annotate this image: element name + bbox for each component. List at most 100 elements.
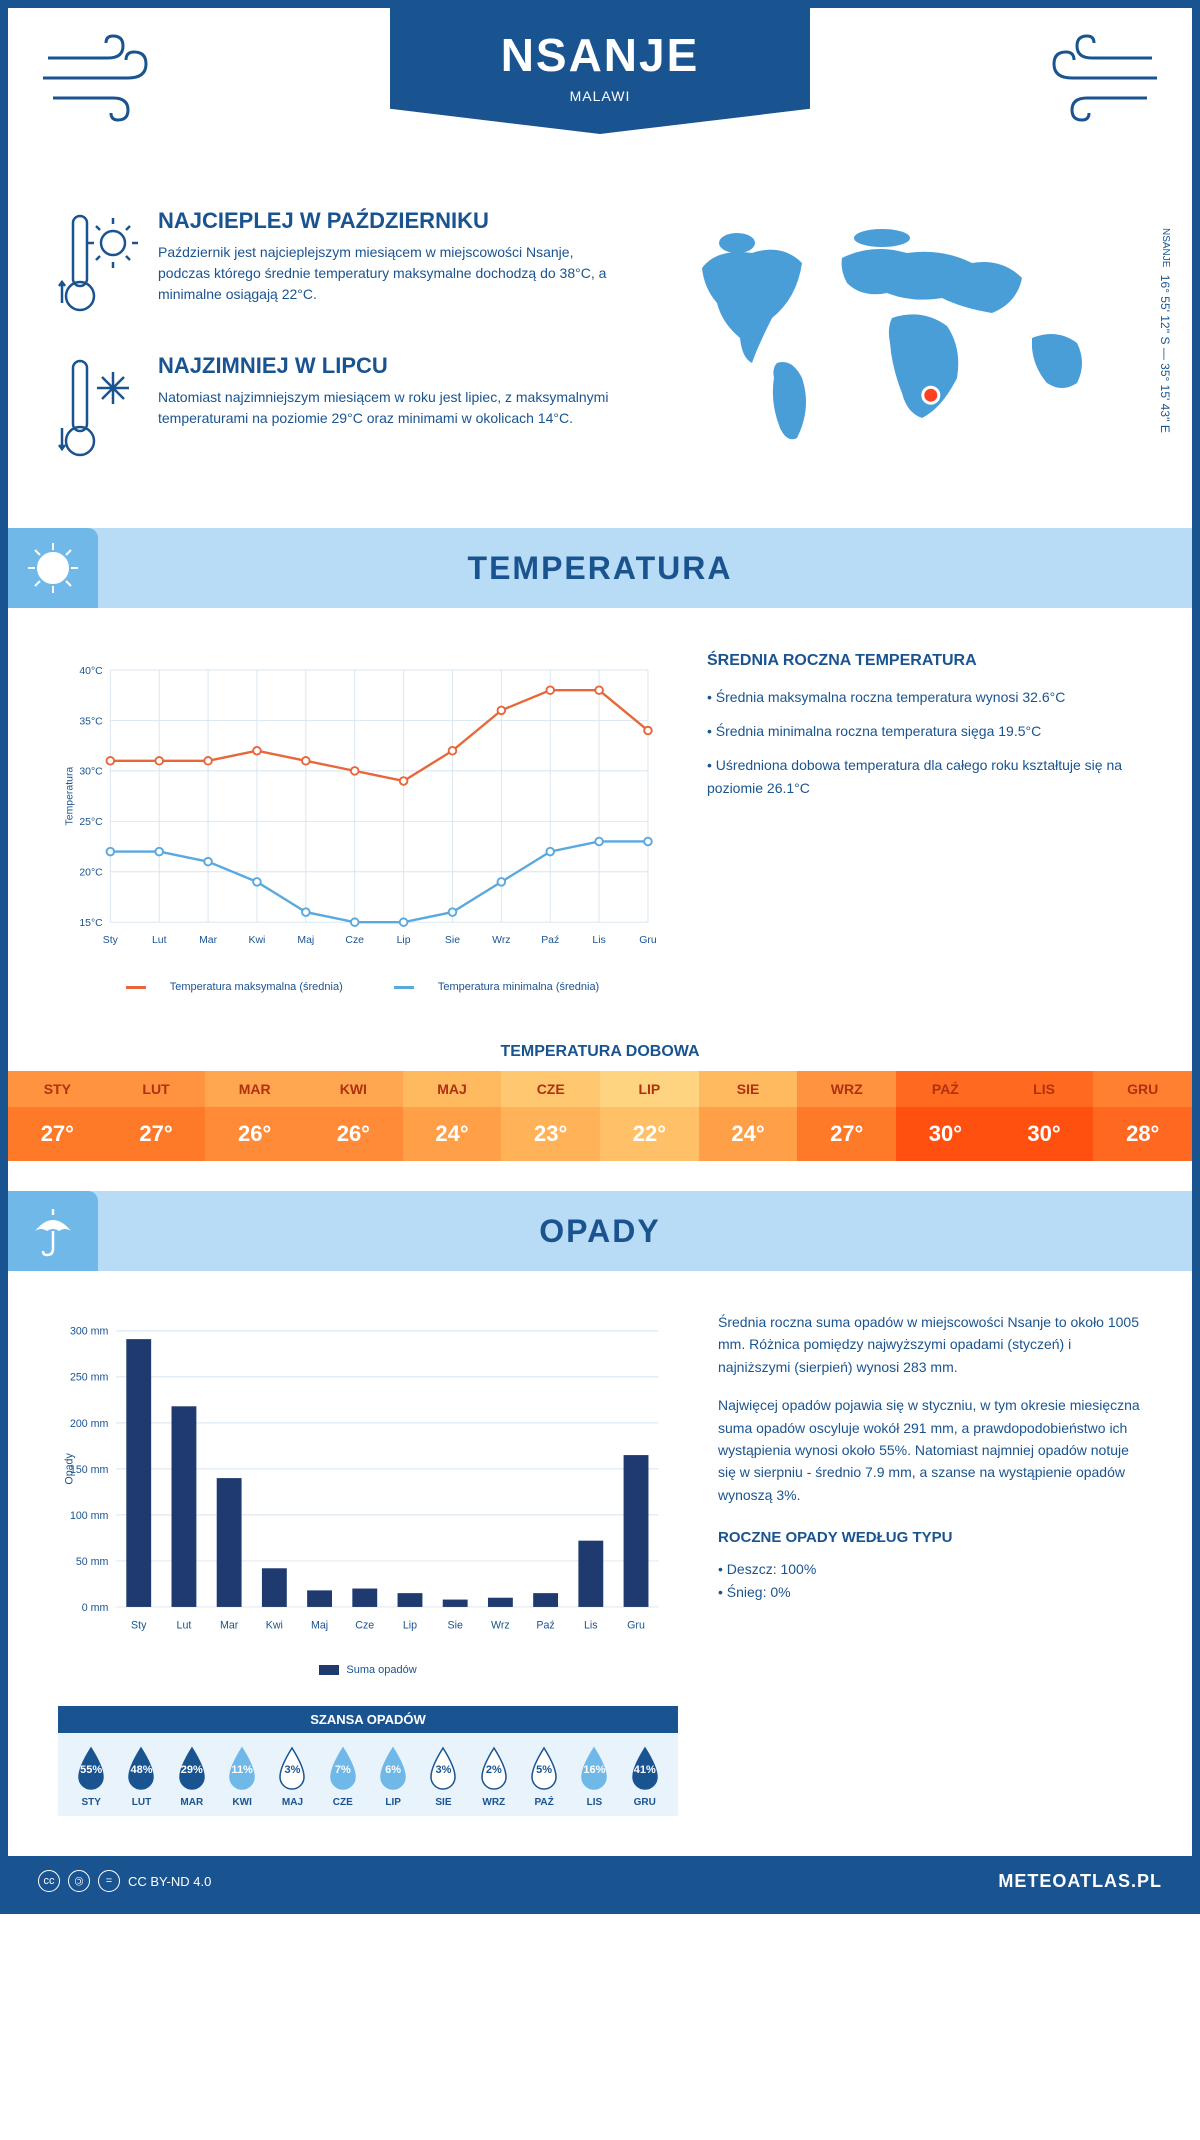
svg-text:Mar: Mar (220, 1619, 239, 1631)
nd-icon: = (98, 1870, 120, 1892)
temperature-title: TEMPERATURA (468, 550, 733, 587)
world-map-container: NSANJE 16° 55' 12'' S — 35° 15' 43'' E (662, 208, 1142, 498)
svg-text:Cze: Cze (345, 935, 364, 946)
svg-text:Kwi: Kwi (249, 935, 266, 946)
svg-text:Maj: Maj (311, 1619, 328, 1631)
rain-chance-cell: 2% WRZ (469, 1745, 519, 1808)
precipitation-legend: Suma opadów (58, 1664, 678, 1676)
rain-chance-cell: 5% PAŹ (519, 1745, 569, 1808)
daily-temp-table: STY 27° LUT 27° MAR 26° KWI 26° MAJ 24° … (8, 1071, 1192, 1161)
svg-text:200 mm: 200 mm (70, 1418, 109, 1430)
precip-summary-2: Najwięcej opadów pojawia się w styczniu,… (718, 1394, 1142, 1506)
thermometer-cold-icon (58, 353, 138, 468)
svg-text:Gru: Gru (639, 935, 657, 946)
svg-text:Sie: Sie (445, 935, 460, 946)
rain-chance-cell: 48% LUT (116, 1745, 166, 1808)
daily-temp-cell: CZE 23° (501, 1071, 600, 1161)
svg-text:Paź: Paź (541, 935, 559, 946)
rain-chance-cell: 41% GRU (620, 1745, 670, 1808)
daily-temp-cell: SIE 24° (699, 1071, 798, 1161)
daily-temp-cell: PAŹ 30° (896, 1071, 995, 1161)
temp-stats-heading: ŚREDNIA ROCZNA TEMPERATURA (707, 648, 1142, 674)
svg-text:Sie: Sie (447, 1619, 462, 1631)
intro-section: NAJCIEPLEJ W PAŹDZIERNIKU Październik je… (8, 188, 1192, 508)
coldest-text: Natomiast najzimniejszym miesiącem w rok… (158, 387, 622, 429)
svg-text:40°C: 40°C (79, 666, 103, 677)
temp-stat-max: • Średnia maksymalna roczna temperatura … (707, 686, 1142, 708)
hottest-fact: NAJCIEPLEJ W PAŹDZIERNIKU Październik je… (58, 208, 622, 323)
daily-temp-cell: LIP 22° (600, 1071, 699, 1161)
coordinates: NSANJE 16° 55' 12'' S — 35° 15' 43'' E (1158, 228, 1172, 433)
license: cc 🄯 = CC BY-ND 4.0 (38, 1870, 211, 1892)
svg-text:50 mm: 50 mm (76, 1556, 109, 1568)
precipitation-header: OPADY (8, 1191, 1192, 1271)
city-name: NSANJE (390, 28, 810, 82)
precipitation-title: OPADY (539, 1213, 660, 1250)
hottest-title: NAJCIEPLEJ W PAŹDZIERNIKU (158, 208, 622, 234)
svg-text:Paź: Paź (536, 1619, 554, 1631)
rain-chance-cell: 7% CZE (318, 1745, 368, 1808)
daily-temp-cell: LIS 30° (995, 1071, 1094, 1161)
svg-text:Lut: Lut (152, 935, 167, 946)
precipitation-body: 0 mm50 mm100 mm150 mm200 mm250 mm300 mmO… (8, 1291, 1192, 1826)
daily-temp-cell: MAJ 24° (403, 1071, 502, 1161)
footer: cc 🄯 = CC BY-ND 4.0 METEOATLAS.PL (8, 1856, 1192, 1906)
temperature-chart: 15°C20°C25°C30°C35°C40°CStyLutMarKwiMajC… (58, 648, 667, 993)
svg-text:0 mm: 0 mm (82, 1602, 109, 1614)
rain-chance-cell: 55% STY (66, 1745, 116, 1808)
svg-text:Wrz: Wrz (492, 935, 510, 946)
svg-text:Lut: Lut (177, 1619, 192, 1631)
rain-chance-cell: 3% MAJ (267, 1745, 317, 1808)
rain-chance-cell: 29% MAR (167, 1745, 217, 1808)
svg-text:Lis: Lis (584, 1619, 598, 1631)
svg-text:300 mm: 300 mm (70, 1326, 109, 1338)
svg-text:250 mm: 250 mm (70, 1372, 109, 1384)
coldest-title: NAJZIMNIEJ W LIPCU (158, 353, 622, 379)
svg-text:Lip: Lip (403, 1619, 417, 1631)
umbrella-icon (8, 1191, 98, 1271)
svg-text:Kwi: Kwi (266, 1619, 283, 1631)
rain-chance-panel: SZANSA OPADÓW 55% STY 48% LUT 29% MAR 11… (58, 1706, 678, 1816)
temperature-header: TEMPERATURA (8, 528, 1192, 608)
country-name: MALAWI (390, 88, 810, 104)
sun-icon (8, 528, 98, 608)
wind-icon (38, 28, 168, 128)
intro-facts: NAJCIEPLEJ W PAŹDZIERNIKU Październik je… (58, 208, 622, 498)
hottest-text: Październik jest najcieplejszym miesiące… (158, 242, 622, 305)
precip-type-rain: • Deszcz: 100% (718, 1558, 1142, 1580)
coldest-fact: NAJZIMNIEJ W LIPCU Natomiast najzimniejs… (58, 353, 622, 468)
daily-temp-cell: STY 27° (8, 1071, 107, 1161)
svg-text:Sty: Sty (131, 1619, 147, 1631)
svg-text:35°C: 35°C (79, 716, 103, 727)
svg-text:Temperatura: Temperatura (64, 767, 75, 826)
svg-text:Mar: Mar (199, 935, 218, 946)
svg-text:25°C: 25°C (79, 817, 103, 828)
svg-text:Lis: Lis (592, 935, 605, 946)
svg-text:Maj: Maj (297, 935, 314, 946)
daily-temp-cell: LUT 27° (107, 1071, 206, 1161)
svg-text:Opady: Opady (64, 1453, 76, 1485)
temp-stat-avg: • Uśredniona dobowa temperatura dla całe… (707, 754, 1142, 799)
thermometer-hot-icon (58, 208, 138, 323)
precip-type-heading: ROCZNE OPADY WEDŁUG TYPU (718, 1526, 1142, 1550)
title-banner: NSANJE MALAWI (390, 8, 810, 134)
svg-text:Wrz: Wrz (491, 1619, 510, 1631)
svg-text:30°C: 30°C (79, 767, 103, 778)
rain-chance-cell: 3% SIE (418, 1745, 468, 1808)
site-name: METEOATLAS.PL (998, 1871, 1162, 1892)
daily-temp-title: TEMPERATURA DOBOWA (8, 1043, 1192, 1061)
daily-temp-cell: WRZ 27° (797, 1071, 896, 1161)
daily-temp-cell: MAR 26° (205, 1071, 304, 1161)
svg-text:Gru: Gru (627, 1619, 645, 1631)
wind-icon (1032, 28, 1162, 128)
temperature-body: 15°C20°C25°C30°C35°C40°CStyLutMarKwiMajC… (8, 628, 1192, 1013)
infographic-container: NSANJE MALAWI NAJ (0, 0, 1200, 1914)
rain-chance-cell: 11% KWI (217, 1745, 267, 1808)
temperature-legend: Temperatura maksymalna (średnia) Tempera… (58, 981, 667, 993)
by-icon: 🄯 (68, 1870, 90, 1892)
precip-type-snow: • Śnieg: 0% (718, 1581, 1142, 1603)
temperature-stats: ŚREDNIA ROCZNA TEMPERATURA • Średnia mak… (707, 648, 1142, 993)
world-map (662, 208, 1142, 468)
cc-icon: cc (38, 1870, 60, 1892)
temp-stat-min: • Średnia minimalna roczna temperatura s… (707, 720, 1142, 742)
